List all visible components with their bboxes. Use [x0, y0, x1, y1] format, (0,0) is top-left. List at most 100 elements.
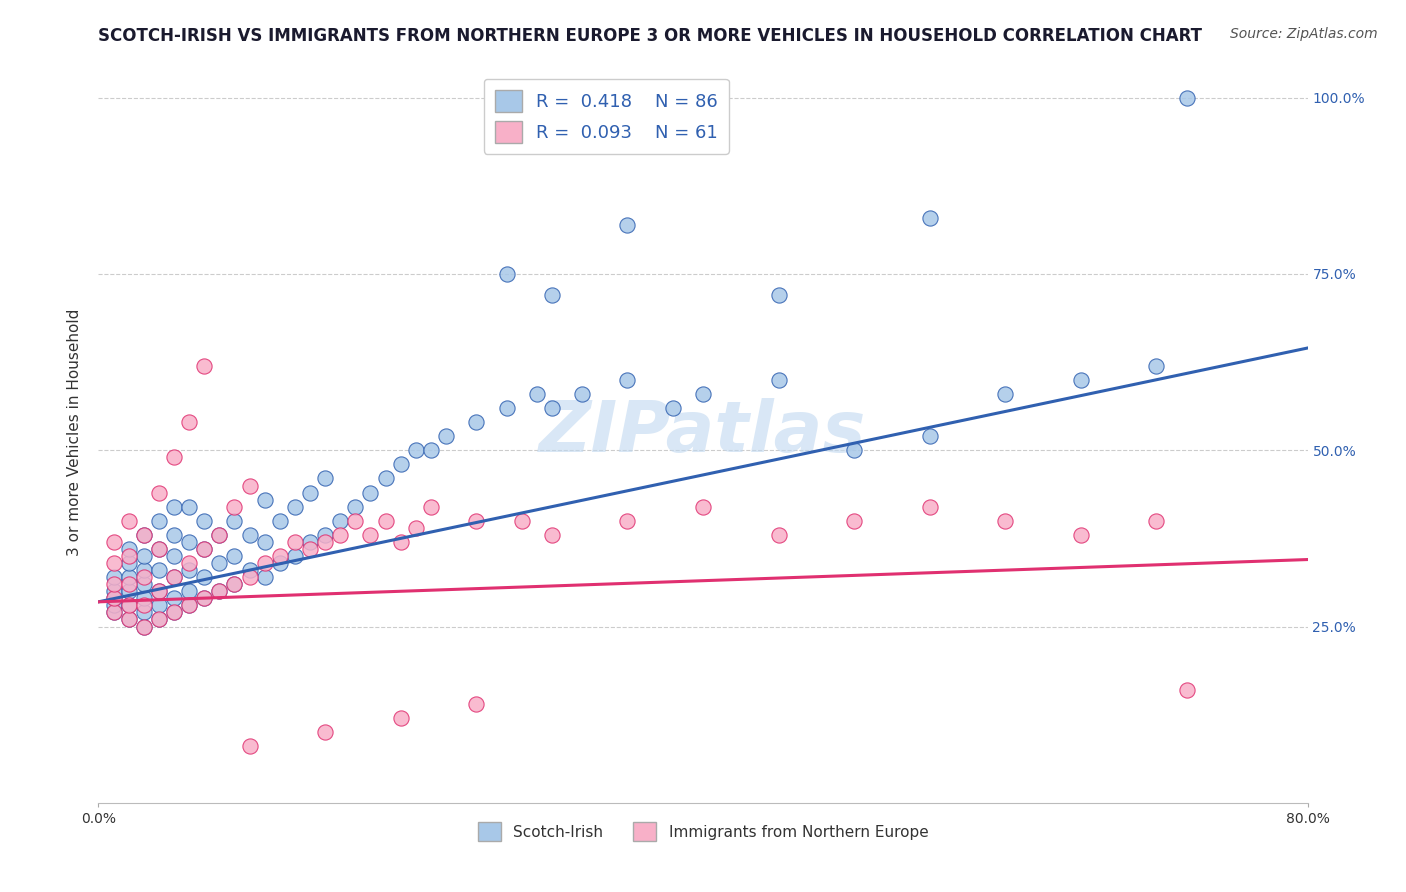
- Point: [208, 584, 231, 599]
- Point: [299, 535, 322, 549]
- Point: [132, 619, 155, 633]
- Point: [148, 599, 170, 613]
- Point: [844, 443, 866, 458]
- Point: [132, 606, 155, 620]
- Point: [103, 584, 125, 599]
- Point: [495, 401, 517, 415]
- Point: [540, 528, 562, 542]
- Point: [224, 577, 246, 591]
- Point: [118, 584, 141, 599]
- Point: [224, 577, 246, 591]
- Point: [224, 514, 246, 528]
- Point: [918, 211, 941, 225]
- Point: [269, 556, 291, 570]
- Point: [405, 521, 427, 535]
- Point: [616, 373, 638, 387]
- Point: [103, 535, 125, 549]
- Point: [163, 606, 186, 620]
- Point: [389, 711, 412, 725]
- Point: [420, 500, 443, 514]
- Point: [193, 591, 215, 606]
- Point: [118, 577, 141, 591]
- Point: [179, 500, 201, 514]
- Point: [465, 415, 488, 429]
- Point: [768, 528, 790, 542]
- Point: [329, 514, 352, 528]
- Point: [179, 535, 201, 549]
- Point: [148, 612, 170, 626]
- Point: [1070, 373, 1092, 387]
- Point: [103, 606, 125, 620]
- Point: [239, 570, 262, 584]
- Point: [118, 612, 141, 626]
- Point: [118, 599, 141, 613]
- Point: [692, 387, 714, 401]
- Text: SCOTCH-IRISH VS IMMIGRANTS FROM NORTHERN EUROPE 3 OR MORE VEHICLES IN HOUSEHOLD : SCOTCH-IRISH VS IMMIGRANTS FROM NORTHERN…: [98, 27, 1202, 45]
- Point: [148, 584, 170, 599]
- Point: [1070, 528, 1092, 542]
- Point: [193, 359, 215, 373]
- Point: [163, 450, 186, 465]
- Text: Source: ZipAtlas.com: Source: ZipAtlas.com: [1230, 27, 1378, 41]
- Point: [148, 541, 170, 556]
- Point: [132, 599, 155, 613]
- Point: [132, 528, 155, 542]
- Point: [148, 612, 170, 626]
- Point: [269, 514, 291, 528]
- Point: [208, 556, 231, 570]
- Point: [163, 570, 186, 584]
- Point: [510, 514, 533, 528]
- Point: [118, 570, 141, 584]
- Point: [661, 401, 683, 415]
- Point: [1175, 683, 1198, 698]
- Point: [616, 218, 638, 232]
- Point: [495, 267, 517, 281]
- Point: [118, 549, 141, 563]
- Point: [374, 471, 396, 485]
- Point: [193, 570, 215, 584]
- Point: [253, 535, 276, 549]
- Point: [179, 584, 201, 599]
- Point: [103, 591, 125, 606]
- Point: [179, 599, 201, 613]
- Point: [224, 549, 246, 563]
- Point: [163, 570, 186, 584]
- Point: [193, 514, 215, 528]
- Point: [284, 500, 307, 514]
- Point: [1144, 359, 1167, 373]
- Point: [299, 485, 322, 500]
- Point: [148, 541, 170, 556]
- Point: [360, 485, 382, 500]
- Point: [465, 514, 488, 528]
- Point: [163, 500, 186, 514]
- Point: [193, 541, 215, 556]
- Point: [103, 606, 125, 620]
- Point: [132, 570, 155, 584]
- Point: [132, 563, 155, 577]
- Point: [193, 591, 215, 606]
- Point: [132, 591, 155, 606]
- Text: ZIPatlas: ZIPatlas: [540, 398, 866, 467]
- Point: [1175, 91, 1198, 105]
- Point: [616, 514, 638, 528]
- Point: [314, 725, 336, 739]
- Point: [918, 500, 941, 514]
- Point: [148, 563, 170, 577]
- Point: [148, 584, 170, 599]
- Point: [253, 492, 276, 507]
- Point: [314, 528, 336, 542]
- Point: [269, 549, 291, 563]
- Point: [284, 535, 307, 549]
- Point: [692, 500, 714, 514]
- Y-axis label: 3 or more Vehicles in Household: 3 or more Vehicles in Household: [67, 309, 83, 557]
- Point: [253, 570, 276, 584]
- Point: [208, 528, 231, 542]
- Point: [103, 556, 125, 570]
- Point: [844, 514, 866, 528]
- Point: [1144, 514, 1167, 528]
- Point: [314, 535, 336, 549]
- Point: [163, 591, 186, 606]
- Point: [118, 612, 141, 626]
- Point: [329, 528, 352, 542]
- Point: [239, 478, 262, 492]
